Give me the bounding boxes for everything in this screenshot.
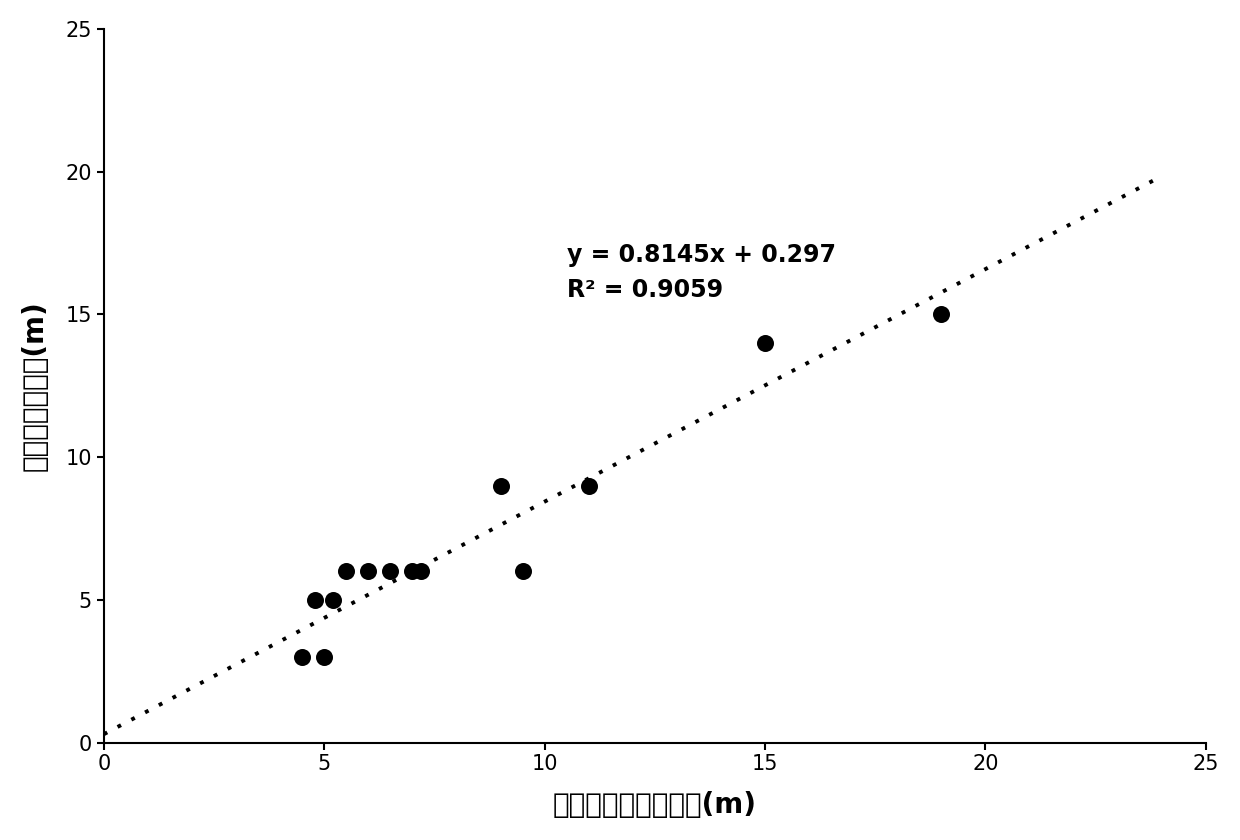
- Point: [358, 564, 378, 578]
- Point: [336, 564, 356, 578]
- Point: [403, 564, 423, 578]
- Text: y = 0.8145x + 0.297
R² = 0.9059: y = 0.8145x + 0.297 R² = 0.9059: [567, 243, 836, 302]
- X-axis label: 遥感提取防护林宽度(m): 遥感提取防护林宽度(m): [553, 791, 756, 819]
- Point: [324, 593, 343, 606]
- Point: [931, 307, 951, 321]
- Point: [305, 593, 325, 606]
- Point: [491, 479, 511, 492]
- Point: [412, 564, 432, 578]
- Point: [381, 564, 401, 578]
- Point: [293, 650, 312, 664]
- Point: [512, 564, 532, 578]
- Y-axis label: 实测防护林宽度(m): 实测防护林宽度(m): [21, 301, 48, 471]
- Point: [314, 650, 334, 664]
- Point: [755, 336, 775, 349]
- Point: [579, 479, 599, 492]
